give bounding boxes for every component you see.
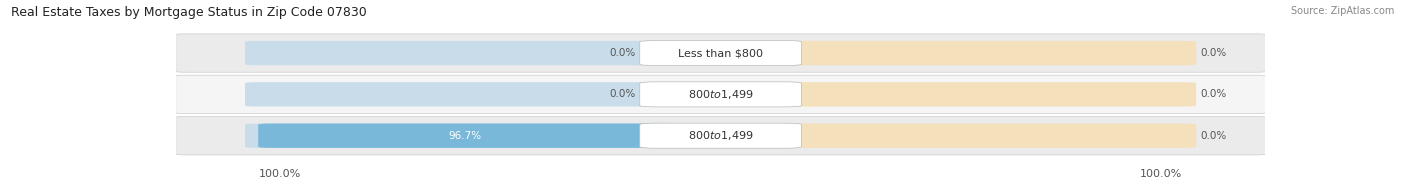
FancyBboxPatch shape [176, 75, 1265, 113]
FancyBboxPatch shape [245, 123, 672, 148]
FancyBboxPatch shape [176, 116, 1265, 155]
Text: $800 to $1,499: $800 to $1,499 [688, 88, 754, 101]
Text: 0.0%: 0.0% [1201, 131, 1227, 141]
FancyBboxPatch shape [245, 41, 672, 65]
Text: Source: ZipAtlas.com: Source: ZipAtlas.com [1291, 6, 1395, 16]
Text: 0.0%: 0.0% [1201, 89, 1227, 99]
FancyBboxPatch shape [176, 34, 1265, 72]
FancyBboxPatch shape [259, 123, 672, 148]
Text: 0.0%: 0.0% [609, 48, 636, 58]
FancyBboxPatch shape [769, 41, 1197, 65]
FancyBboxPatch shape [640, 82, 801, 107]
Text: Less than $800: Less than $800 [678, 48, 763, 58]
FancyBboxPatch shape [640, 41, 801, 66]
Text: $800 to $1,499: $800 to $1,499 [688, 129, 754, 142]
FancyBboxPatch shape [769, 123, 1197, 148]
FancyBboxPatch shape [245, 82, 672, 107]
Text: 100.0%: 100.0% [259, 169, 301, 180]
Text: 0.0%: 0.0% [609, 89, 636, 99]
FancyBboxPatch shape [769, 82, 1197, 107]
Text: Real Estate Taxes by Mortgage Status in Zip Code 07830: Real Estate Taxes by Mortgage Status in … [11, 6, 367, 19]
Text: 100.0%: 100.0% [1140, 169, 1182, 180]
FancyBboxPatch shape [640, 123, 801, 148]
Text: 96.7%: 96.7% [449, 131, 482, 141]
Text: 0.0%: 0.0% [1201, 48, 1227, 58]
